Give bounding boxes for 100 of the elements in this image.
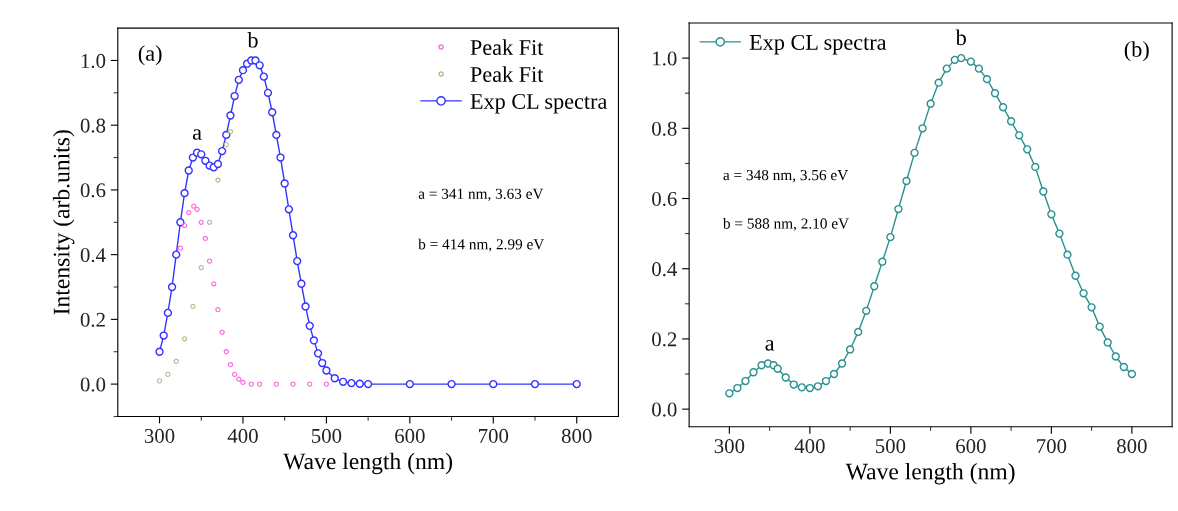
y-tick-label: 0.2 [80,312,105,327]
point [197,150,206,159]
point [854,327,863,337]
point [240,379,246,386]
point [1103,338,1112,347]
point [1127,369,1137,379]
point [163,308,173,318]
point [862,306,871,316]
point [301,302,310,311]
y-tick-label: 1.0 [81,53,106,68]
point [280,179,289,188]
point [215,177,221,183]
point [489,379,498,389]
point [251,56,260,65]
point [957,53,966,63]
point [1087,303,1096,312]
point [447,379,456,389]
point [363,379,373,389]
point [272,130,281,140]
point [530,379,540,389]
point [982,74,992,84]
point [263,88,273,97]
point [878,257,887,266]
point [1031,162,1040,172]
point [845,345,855,354]
x-tick-label: 500 [311,428,342,443]
point [950,55,959,65]
point [305,321,314,331]
point [934,78,943,87]
point [749,368,758,377]
point [234,75,243,85]
point [1047,210,1056,219]
point [322,366,331,375]
point [238,66,248,75]
annotation: a = 348 nm, 3.56 eV [723,169,849,183]
point [1095,322,1104,331]
x-tick-label: 300 [714,439,745,454]
legend-label: Peak Fit [470,39,544,55]
point [267,108,277,117]
point [198,264,204,271]
point [773,364,782,373]
point [206,258,213,264]
point [211,281,217,287]
y-tick-label: 0.6 [80,183,106,198]
point [910,148,919,158]
point [222,130,231,140]
point [821,376,831,386]
point [902,176,911,186]
point [248,381,254,387]
point [1014,131,1024,140]
point [215,307,221,313]
annotation: a = 341 nm, 3.63 eV [418,188,544,202]
point [307,381,313,387]
x-tick-label: 400 [794,439,825,454]
point [159,331,168,340]
x-tick-label: 600 [956,439,986,454]
y-tick-label: 0.8 [80,118,106,133]
point [173,358,179,365]
point [290,381,296,387]
y-tick-label: 0.2 [652,332,677,347]
point [318,358,327,368]
point [829,369,839,379]
point [572,379,581,389]
point [276,153,285,162]
point [284,205,294,214]
x-tick-label: 400 [227,428,258,443]
point [837,359,847,368]
y-axis-title: Intensity (arb.units) [52,130,75,315]
point [894,204,903,214]
point [733,383,742,393]
x-tick-label: 800 [1117,439,1147,454]
point [918,124,927,133]
point [165,371,171,378]
point [1039,187,1048,196]
point [1111,352,1120,361]
point [155,347,164,356]
point [974,64,984,73]
point [347,378,356,388]
x-axis-title: Wave length (nm) [845,462,1015,485]
point [177,245,184,251]
point [338,377,348,387]
point [223,141,229,148]
point [156,378,163,384]
x-axis-title: Wave length (nm) [283,452,453,475]
point [201,156,210,165]
point [180,188,189,198]
point [273,381,279,387]
annotation: b [247,31,258,48]
point [226,111,235,120]
point [741,376,750,386]
y-tick-label: 0.8 [652,121,677,136]
point [219,329,225,335]
point [1079,289,1088,298]
annotation: (a) [138,45,162,66]
point [323,381,330,387]
point [942,64,951,73]
point [172,250,181,259]
point [330,374,339,383]
point [186,209,192,216]
point [297,279,306,288]
